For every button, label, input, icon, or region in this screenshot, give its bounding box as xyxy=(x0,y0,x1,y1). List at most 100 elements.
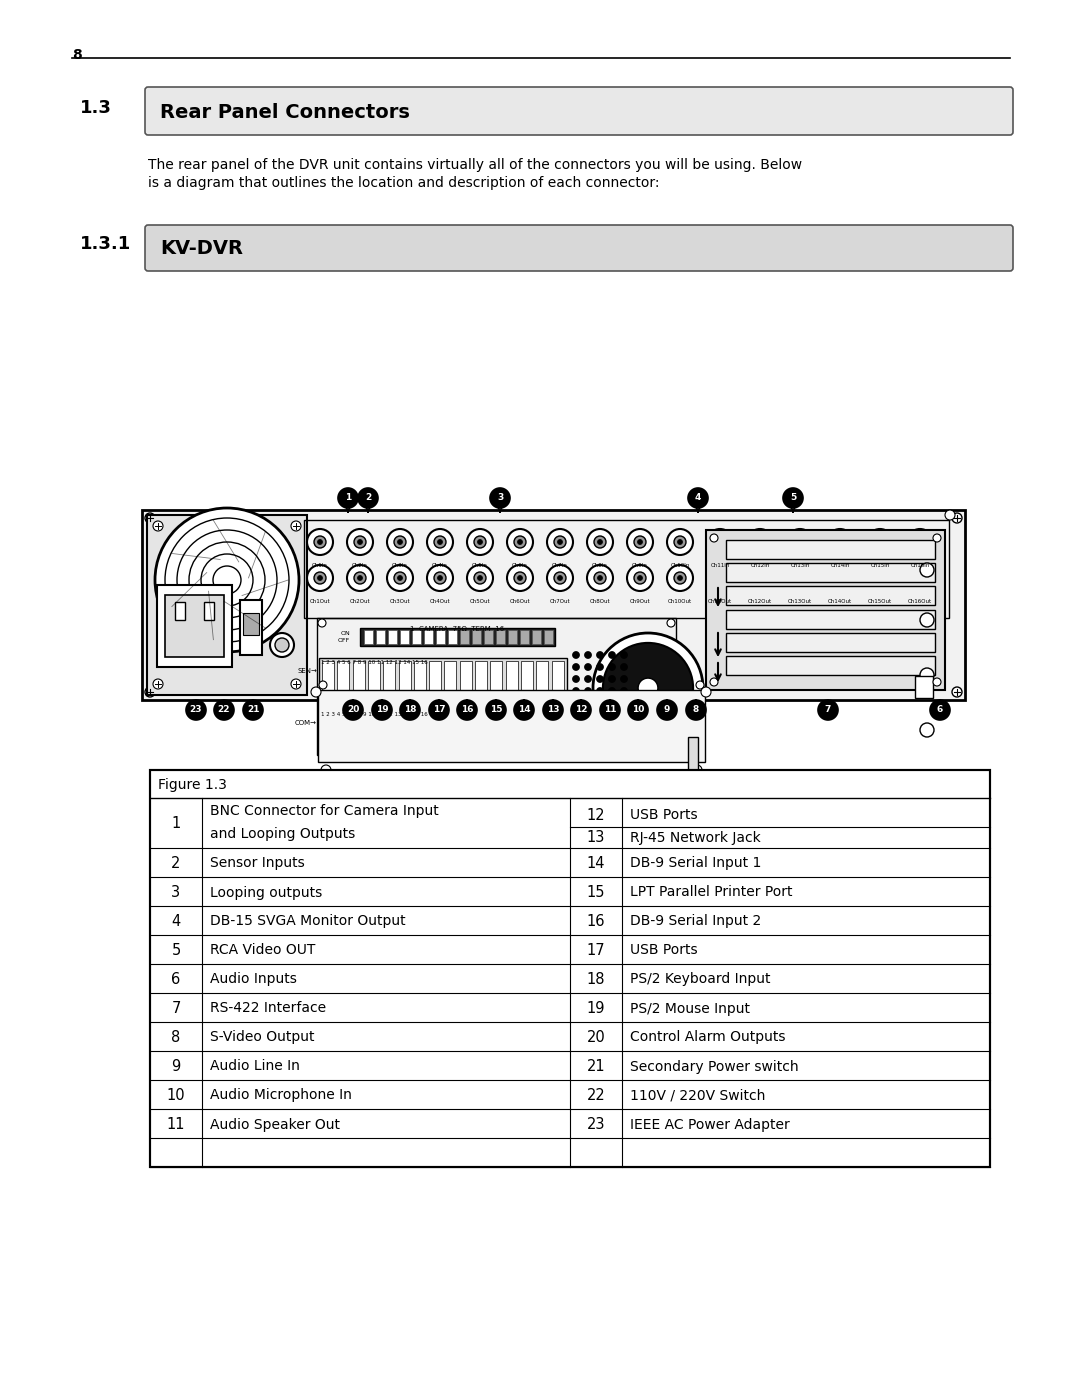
Circle shape xyxy=(592,823,596,828)
Text: 3: 3 xyxy=(497,493,503,503)
Circle shape xyxy=(445,780,449,782)
Circle shape xyxy=(907,529,933,555)
Circle shape xyxy=(291,679,301,689)
Circle shape xyxy=(692,766,702,775)
Text: Figure 1.3: Figure 1.3 xyxy=(158,778,227,792)
Circle shape xyxy=(357,488,378,509)
Text: 6: 6 xyxy=(172,972,180,988)
Text: 21: 21 xyxy=(246,705,259,714)
Text: Ch15Out: Ch15Out xyxy=(868,599,892,604)
Bar xyxy=(403,791,427,805)
Circle shape xyxy=(797,576,802,581)
Circle shape xyxy=(920,563,934,577)
Text: USB Ports: USB Ports xyxy=(630,807,698,821)
Text: Ch12Out: Ch12Out xyxy=(748,599,772,604)
Bar xyxy=(337,712,349,743)
Text: 2: 2 xyxy=(172,856,180,870)
Circle shape xyxy=(667,564,693,591)
Circle shape xyxy=(427,564,453,591)
Circle shape xyxy=(546,564,573,591)
Text: 20: 20 xyxy=(347,705,360,714)
Bar xyxy=(368,661,380,692)
Circle shape xyxy=(701,687,711,697)
Circle shape xyxy=(951,513,962,522)
Text: Rear Panel Connectors: Rear Panel Connectors xyxy=(160,102,410,122)
Circle shape xyxy=(933,534,941,542)
Bar xyxy=(472,630,481,644)
Circle shape xyxy=(794,571,806,584)
Circle shape xyxy=(577,831,581,837)
Circle shape xyxy=(634,571,646,584)
Circle shape xyxy=(874,571,886,584)
Circle shape xyxy=(603,643,693,733)
Circle shape xyxy=(717,576,723,581)
Text: 11: 11 xyxy=(604,705,617,714)
Circle shape xyxy=(945,510,955,520)
Text: 22: 22 xyxy=(586,1088,606,1104)
Text: Ch10In: Ch10In xyxy=(671,563,690,569)
Circle shape xyxy=(491,789,495,793)
Text: 6: 6 xyxy=(936,705,943,714)
Text: SEN→: SEN→ xyxy=(297,668,318,673)
Bar xyxy=(175,602,185,620)
Bar xyxy=(319,658,567,694)
Circle shape xyxy=(186,700,206,719)
Circle shape xyxy=(153,521,163,531)
Circle shape xyxy=(951,687,962,697)
Circle shape xyxy=(596,664,604,671)
Text: is a diagram that outlines the location and description of each connector:: is a diagram that outlines the location … xyxy=(148,176,660,190)
Bar xyxy=(444,712,457,743)
Text: KV-DVR: KV-DVR xyxy=(160,239,243,258)
Bar xyxy=(150,770,990,1166)
Text: 4: 4 xyxy=(172,914,180,929)
Circle shape xyxy=(512,789,516,793)
Text: Ch10Out: Ch10Out xyxy=(667,599,692,604)
Circle shape xyxy=(588,564,613,591)
Circle shape xyxy=(437,576,443,581)
Bar xyxy=(460,630,469,644)
Circle shape xyxy=(877,576,882,581)
Bar xyxy=(444,661,457,692)
Circle shape xyxy=(596,651,604,658)
Text: Ch8Out: Ch8Out xyxy=(590,599,610,604)
Circle shape xyxy=(318,539,323,545)
Circle shape xyxy=(696,680,704,689)
Circle shape xyxy=(153,679,163,689)
Text: Ch7In: Ch7In xyxy=(552,563,568,569)
Text: LPT Parallel Printer Port: LPT Parallel Printer Port xyxy=(630,886,793,900)
Text: Ch8In: Ch8In xyxy=(592,563,608,569)
Circle shape xyxy=(584,664,592,671)
Bar xyxy=(388,630,397,644)
Circle shape xyxy=(787,564,813,591)
Bar xyxy=(364,782,370,787)
Text: 13: 13 xyxy=(586,830,605,845)
Bar xyxy=(552,712,564,743)
Circle shape xyxy=(584,651,592,658)
Circle shape xyxy=(492,823,498,828)
Bar xyxy=(322,661,334,692)
Circle shape xyxy=(314,536,326,548)
Text: PS/2 Keyboard Input: PS/2 Keyboard Input xyxy=(630,972,770,986)
Circle shape xyxy=(214,700,234,719)
Bar xyxy=(915,676,933,698)
Circle shape xyxy=(874,536,886,548)
Circle shape xyxy=(456,789,460,793)
Circle shape xyxy=(688,488,708,509)
Circle shape xyxy=(522,780,526,782)
Text: 18: 18 xyxy=(404,705,416,714)
Text: 8: 8 xyxy=(693,705,699,714)
Circle shape xyxy=(354,787,380,813)
Text: Sensor Inputs: Sensor Inputs xyxy=(210,856,305,870)
Circle shape xyxy=(508,831,513,837)
Circle shape xyxy=(667,529,693,555)
Circle shape xyxy=(572,687,580,694)
Circle shape xyxy=(507,529,534,555)
Circle shape xyxy=(556,831,562,837)
Text: Ch1Out: Ch1Out xyxy=(310,599,330,604)
Text: The rear panel of the DVR unit contains virtually all of the connectors you will: The rear panel of the DVR unit contains … xyxy=(148,158,802,172)
Text: RS-422 Interface: RS-422 Interface xyxy=(210,1002,326,1016)
Text: 17: 17 xyxy=(586,943,605,958)
Circle shape xyxy=(543,700,563,719)
Bar xyxy=(519,630,529,644)
Bar xyxy=(400,789,430,807)
